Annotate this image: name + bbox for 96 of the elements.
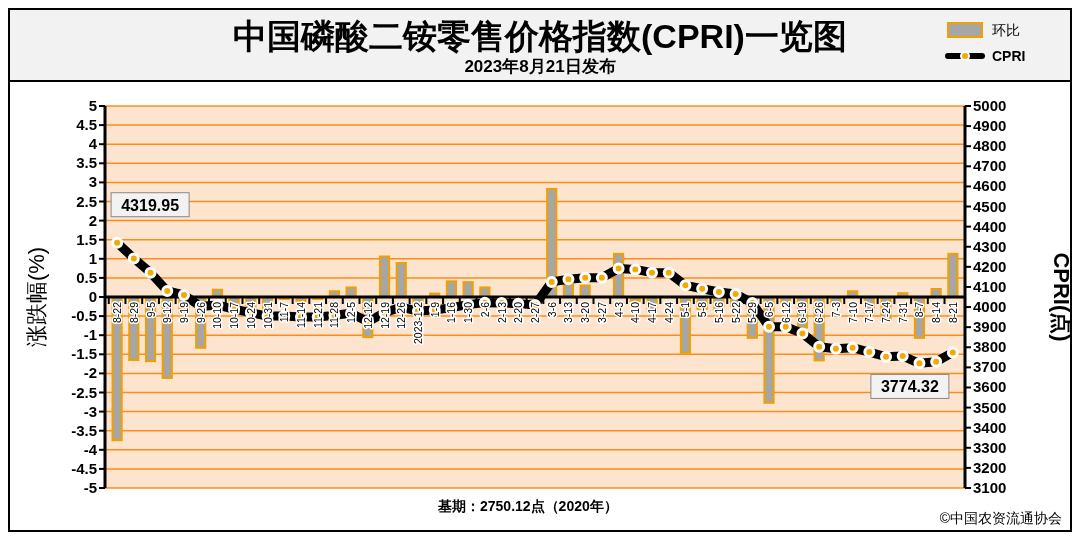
annotation: 4319.95 <box>121 196 180 214</box>
y-tick-label: 2 <box>88 211 97 229</box>
x-tick-label: 5-22 <box>729 301 742 324</box>
y-tick-label: -0.5 <box>71 307 97 325</box>
y2-tick-label: 3300 <box>973 438 1007 456</box>
y-tick-label: -4.5 <box>71 459 97 477</box>
y-tick-label: 5 <box>88 97 97 114</box>
x-tick-label: 8-14 <box>930 301 943 324</box>
x-tick-label: 4-10 <box>629 301 642 324</box>
y2-tick-label: 5000 <box>973 97 1007 114</box>
x-tick-label: 3-27 <box>595 301 608 324</box>
x-tick-label: 8-7 <box>913 301 926 318</box>
x-tick-label: 8-29 <box>127 301 140 324</box>
x-tick-label: 5-29 <box>746 301 759 324</box>
x-tick-label: 3-13 <box>562 301 575 324</box>
x-tick-label: 1-9 <box>428 301 441 318</box>
y-tick-label: -3 <box>83 402 97 420</box>
y-tick-label: 2.5 <box>76 192 97 210</box>
x-tick-label: 10-10 <box>211 301 224 329</box>
x-tick-label: 1-16 <box>445 301 458 324</box>
y-tick-label: -1 <box>83 326 97 344</box>
y-tick-label: 4 <box>88 135 98 153</box>
y2-axis-title: CPRI(点) <box>1049 252 1074 342</box>
x-tick-label: 2-27 <box>529 301 541 324</box>
x-tick-label: 6-12 <box>779 301 792 324</box>
y2-tick-label: 3600 <box>973 378 1007 396</box>
y-tick-label: -3.5 <box>71 421 97 439</box>
x-tick-label: 9-12 <box>161 301 174 324</box>
x-tick-label: 12-19 <box>378 301 391 329</box>
x-tick-label: 9-5 <box>144 301 157 318</box>
x-tick-label: 1-30 <box>462 301 475 324</box>
chart-subtitle: 2023年8月21日发布 <box>464 57 616 76</box>
y-tick-label: -2.5 <box>71 383 97 401</box>
x-tick-label: 9-26 <box>194 301 207 324</box>
x-tick-label: 2-13 <box>495 301 508 324</box>
x-tick-label: 3-20 <box>579 301 592 324</box>
chart-title: 中国磷酸二铵零售价格指数(CPRI)一览图 <box>233 17 847 55</box>
x-tick-label: 6-26 <box>813 301 826 324</box>
x-tick-label: 11-7 <box>278 301 291 323</box>
x-tick-label: 8-21 <box>946 301 959 324</box>
x-tick-label: 3-6 <box>545 301 558 318</box>
y2-tick-label: 4700 <box>973 157 1007 175</box>
y2-tick-label: 4100 <box>973 277 1007 295</box>
x-tick-label: 6-19 <box>796 301 809 324</box>
y2-tick-label: 4800 <box>973 137 1007 155</box>
text: 基期：2750.12点（2020年） <box>437 498 618 514</box>
x-tick-label: 12-26 <box>395 301 408 329</box>
y2-tick-label: 3900 <box>973 318 1007 336</box>
y2-tick-label: 4600 <box>973 177 1007 195</box>
y2-tick-label: 4000 <box>973 298 1007 316</box>
text: ©中国农资流通协会 <box>939 510 1062 526</box>
x-tick-label: 5-1 <box>679 301 692 318</box>
y2-tick-label: 4400 <box>973 217 1007 235</box>
legend-label: CPRI <box>992 48 1026 64</box>
x-tick-label: 11-28 <box>328 301 341 329</box>
y-tick-label: 0 <box>88 288 97 305</box>
y-tick-label: 4.5 <box>76 116 97 134</box>
y2-tick-label: 3200 <box>973 458 1007 476</box>
x-tick-label: 12-12 <box>361 301 374 329</box>
x-tick-label: 7-10 <box>846 301 859 324</box>
y2-tick-label: 3400 <box>973 418 1007 436</box>
x-tick-label: 4-3 <box>612 301 625 318</box>
x-tick-label: 10-17 <box>228 301 241 329</box>
legend-label: 环比 <box>992 22 1020 38</box>
x-tick-label: 7-17 <box>863 301 876 324</box>
x-tick-label: 10-31 <box>261 301 274 329</box>
y-axis-title: 涨跌幅(%) <box>24 246 49 348</box>
y-tick-label: -5 <box>83 479 97 496</box>
x-tick-label: 2-6 <box>478 301 491 318</box>
y2-tick-label: 3700 <box>973 358 1007 376</box>
y-tick-label: 3 <box>88 173 97 191</box>
x-tick-label: 12-5 <box>345 301 358 324</box>
x-tick-label: 11-14 <box>294 301 307 329</box>
annotation: 3774.32 <box>880 378 939 396</box>
y2-tick-label: 3500 <box>973 398 1007 416</box>
y-tick-label: -1.5 <box>71 345 97 363</box>
x-tick-label: 7-31 <box>896 301 909 324</box>
y2-tick-label: 4200 <box>973 257 1007 275</box>
y-tick-label: -2 <box>83 364 97 382</box>
y-tick-label: 3.5 <box>76 154 97 172</box>
y2-tick-label: 4500 <box>973 197 1007 215</box>
x-tick-label: 4-17 <box>646 301 659 324</box>
y-tick-label: 0.5 <box>76 268 97 286</box>
y-tick-label: 1 <box>88 249 97 267</box>
x-tick-label: 4-24 <box>662 301 675 324</box>
x-tick-label: 11-21 <box>311 301 324 329</box>
x-tick-label: 6-5 <box>763 301 776 318</box>
y2-tick-label: 3100 <box>973 479 1007 496</box>
y2-tick-label: 4300 <box>973 237 1007 255</box>
y2-tick-label: 3800 <box>973 338 1007 356</box>
x-tick-label: 9-19 <box>177 301 190 324</box>
y-tick-label: -4 <box>83 440 98 458</box>
y2-tick-label: 4900 <box>973 117 1007 135</box>
y-tick-label: 1.5 <box>76 230 97 248</box>
x-tick-label: 2-20 <box>512 301 525 324</box>
x-tick-label: 8-22 <box>111 301 124 324</box>
